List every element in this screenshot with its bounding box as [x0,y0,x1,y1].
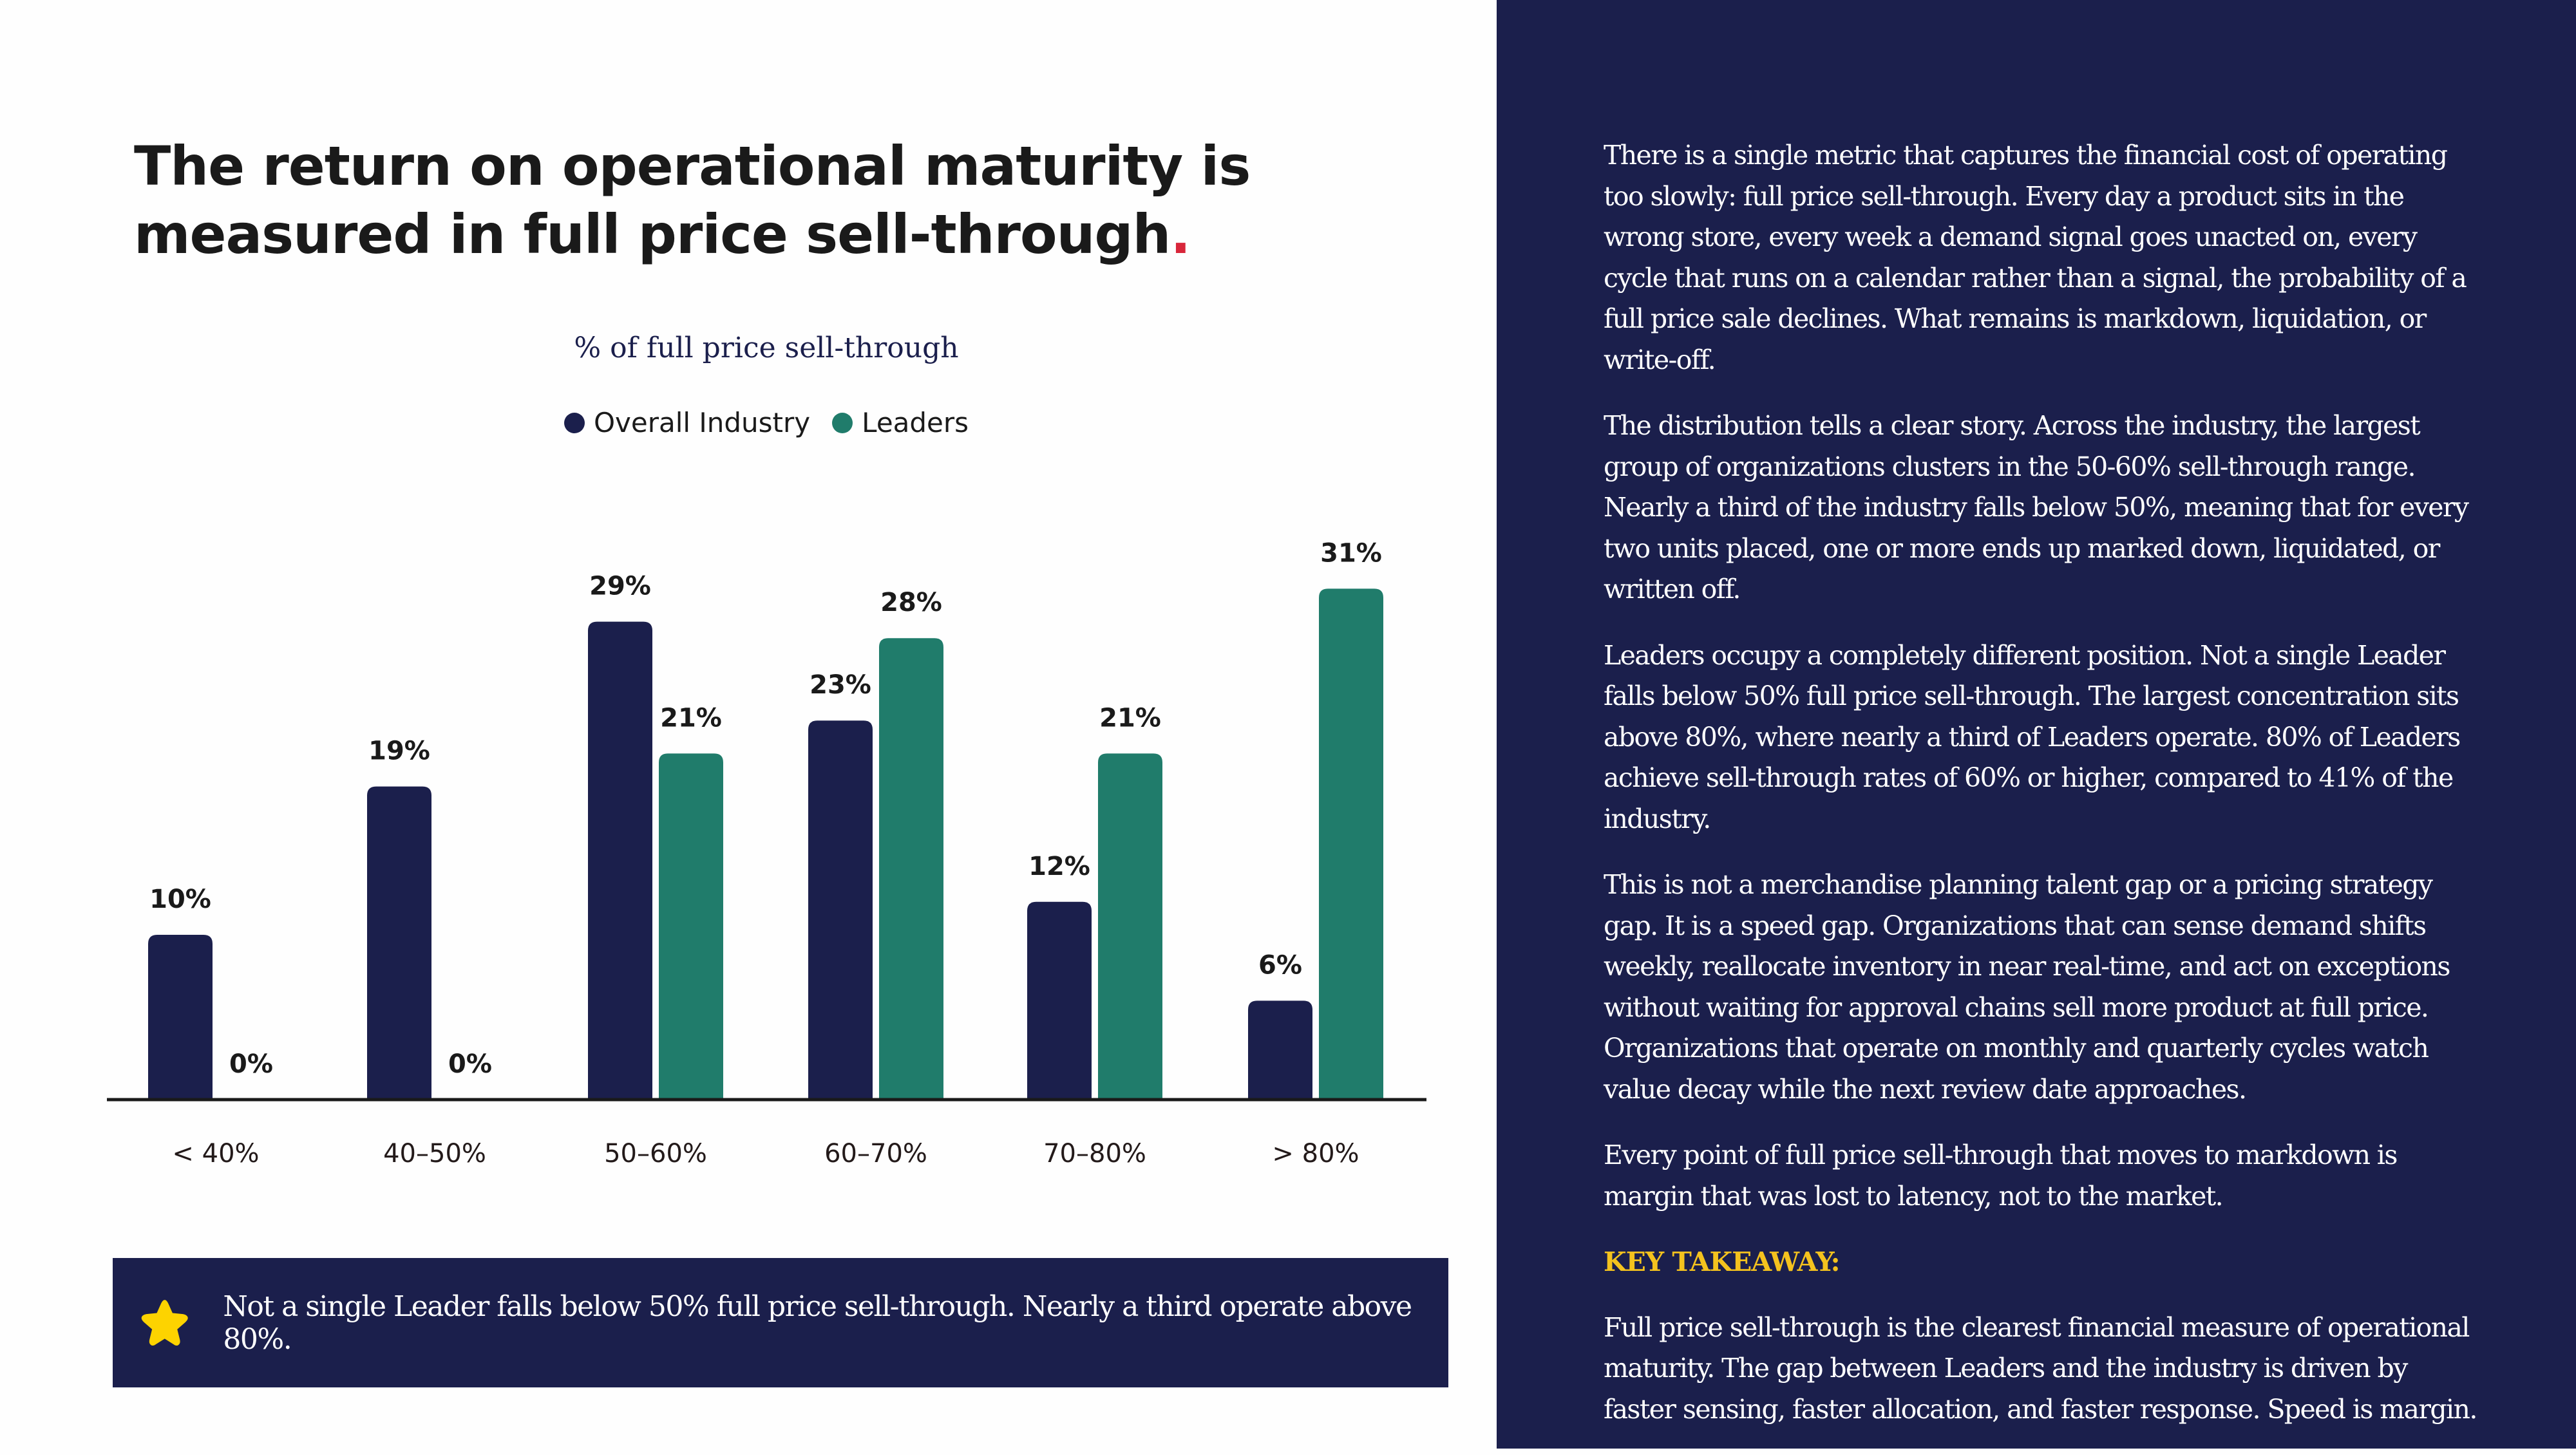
bar-leaders [879,638,943,1100]
key-takeaway-heading: KEY TAKEAWAY: [1604,1246,1841,1277]
bar-leaders [1098,753,1162,1100]
key-insight-callout: Not a single Leader falls below 50% full… [113,1258,1448,1387]
bar-leaders [1319,588,1383,1100]
x-tick-label: 40–50% [383,1139,486,1169]
data-label-industry: 10% [149,885,211,914]
commentary-paragraph: Leaders occupy a completely different po… [1604,639,2461,834]
chart-title: % of full price sell-through [574,332,959,364]
x-tick-label: 50–60% [604,1139,707,1169]
legend-swatch-leaders [832,412,853,433]
x-tick-label: < 40% [172,1139,259,1169]
chart-legend: Overall Industry Leaders [0,407,1533,438]
data-label-industry: 29% [589,572,651,601]
data-label-industry: 6% [1258,950,1302,980]
commentary-panel: There is a single metric that captures t… [1497,0,2576,1449]
title-line-2: measured in full price sell-through [134,203,1171,266]
data-label-leaders: 21% [660,703,722,733]
data-label-leaders: 31% [1320,538,1382,568]
callout-text: Not a single Leader falls below 50% full… [223,1290,1412,1356]
data-label-industry: 23% [810,670,871,700]
legend-label-leaders: Leaders [862,407,969,438]
data-label-industry: 19% [368,737,430,766]
key-takeaway-text: Full price sell-through is the clearest … [1604,1311,2477,1425]
x-tick-label: 70–80% [1043,1139,1146,1169]
bar-industry [1248,1000,1312,1100]
commentary-paragraph: This is not a merchandise planning talen… [1604,869,2450,1105]
commentary-paragraph: There is a single metric that captures t… [1604,140,2467,375]
data-label-leaders: 0% [229,1049,273,1079]
x-tick-label: 60–70% [824,1139,927,1169]
commentary-body: There is a single metric that captures t… [1604,135,2486,1455]
bar-industry [1027,901,1092,1100]
legend-item-leaders: Leaders [832,407,969,438]
data-label-leaders: 21% [1099,703,1161,733]
bar-industry [367,786,431,1100]
data-label-industry: 12% [1028,852,1090,881]
title-accent-dot: . [1170,203,1191,266]
page-title: The return on operational maturity is me… [134,132,1358,268]
x-tick-label: > 80% [1272,1139,1359,1169]
bar-industry [148,935,213,1100]
commentary-paragraph: The distribution tells a clear story. Ac… [1604,410,2469,605]
data-label-leaders: 0% [448,1049,492,1079]
bar-chart: 10% 0% < 40% 19% 0% 40–50% 29% 21% 50–60% 23% 28% 6… [107,538,1426,1169]
data-label-leaders: 28% [880,588,942,617]
legend-swatch-industry [564,412,585,433]
bar-leaders [659,753,723,1100]
title-line-1: The return on operational maturity is [134,135,1251,198]
bar-industry [808,720,873,1100]
legend-label-industry: Overall Industry [593,407,811,438]
legend-item-industry: Overall Industry [564,407,810,438]
bar-industry [588,621,652,1100]
star-icon [141,1299,188,1346]
chart-section: The return on operational maturity is me… [107,132,1448,1387]
commentary-paragraph: Every point of full price sell-through t… [1604,1140,2398,1212]
